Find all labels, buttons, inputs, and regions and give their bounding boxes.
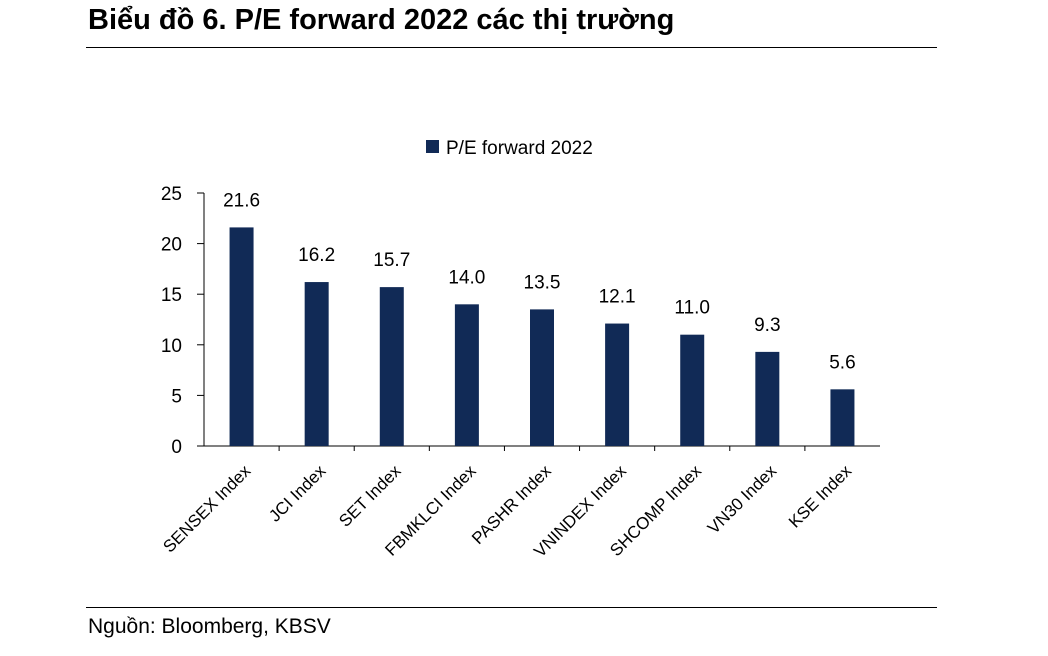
bar — [304, 282, 329, 446]
x-tick-label: JCI Index — [265, 461, 330, 526]
data-label: 5.6 — [829, 352, 855, 373]
data-label: 13.5 — [524, 272, 561, 293]
legend-swatch — [426, 140, 439, 153]
y-tick-label: 10 — [161, 336, 182, 357]
title-divider — [86, 47, 937, 48]
bar — [229, 227, 254, 446]
source-note: Nguồn: Bloomberg, KBSV — [88, 615, 331, 638]
y-tick-label: 25 — [161, 184, 182, 205]
bar — [530, 309, 554, 446]
bar — [830, 389, 855, 446]
y-tick-label: 5 — [171, 386, 182, 407]
x-tick-label: VN30 Index — [704, 461, 781, 538]
chart-title: Biểu đồ 6. P/E forward 2022 các thị trườ… — [88, 4, 675, 36]
data-label: 12.1 — [599, 287, 636, 308]
data-label: 16.2 — [298, 245, 335, 266]
x-tick-label: SET Index — [335, 461, 405, 531]
bar — [755, 351, 780, 446]
data-label: 15.7 — [373, 250, 410, 271]
y-tick-label: 15 — [161, 285, 182, 306]
source-divider — [86, 607, 937, 608]
y-tick-label: 0 — [171, 437, 182, 458]
legend-label: P/E forward 2022 — [446, 138, 593, 159]
data-label: 11.0 — [674, 298, 710, 319]
data-label: 9.3 — [754, 315, 780, 336]
bar — [379, 287, 404, 446]
bar — [680, 334, 705, 446]
data-label: 21.6 — [223, 190, 260, 211]
bar — [454, 304, 479, 446]
data-label: 14.0 — [448, 267, 485, 288]
bar-chart: P/E forward 2022 0 5 10 15 20 25 21.6 SENSEX Ind… — [159, 138, 880, 561]
x-tick-label: SENSEX Index — [159, 461, 254, 556]
x-tick-label: KSE Index — [785, 461, 856, 532]
bar — [605, 323, 630, 446]
y-tick-label: 20 — [161, 235, 182, 256]
